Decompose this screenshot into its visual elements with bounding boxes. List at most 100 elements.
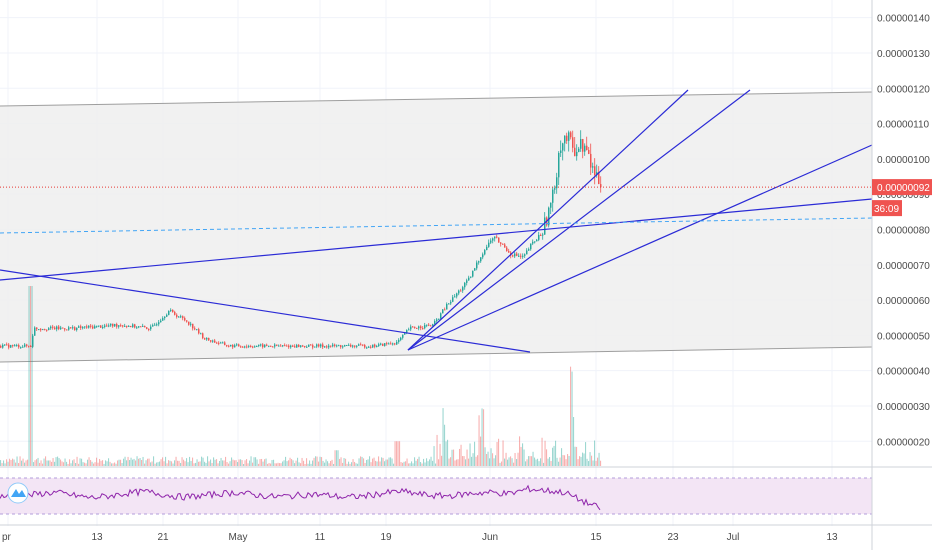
- x-tick-label: 21: [157, 532, 169, 543]
- volume-bar: [450, 457, 452, 466]
- candle-body: [418, 326, 420, 329]
- volume-bar: [265, 458, 267, 466]
- volume-bar: [99, 459, 101, 466]
- candle-body: [176, 314, 178, 317]
- candle-body: [116, 324, 118, 327]
- volume-bar: [321, 457, 323, 466]
- volume-bar: [21, 460, 23, 466]
- volume-bar: [186, 458, 188, 466]
- volume-bar: [9, 458, 11, 466]
- volume-bar: [448, 458, 450, 466]
- y-tick-label: 0.00000070: [877, 261, 930, 272]
- dashed-level-line[interactable]: [0, 217, 872, 234]
- candle-body: [314, 346, 316, 348]
- volume-bar: [151, 461, 153, 466]
- candle-body: [502, 243, 504, 245]
- volume-bar: [202, 457, 204, 466]
- volume-bar: [403, 461, 405, 466]
- candle-body: [12, 345, 14, 347]
- candle-body: [14, 345, 16, 347]
- candle-body: [596, 172, 598, 176]
- volume-bar: [312, 460, 314, 466]
- volume-bar: [484, 447, 486, 466]
- volume-bar: [474, 441, 476, 466]
- volume-bar: [453, 449, 455, 466]
- candle-body: [108, 325, 110, 327]
- candle-body: [68, 327, 70, 330]
- volume-bar: [246, 459, 248, 466]
- candle-body: [182, 316, 184, 319]
- volume-bar: [34, 460, 36, 466]
- volume-bar: [427, 461, 429, 466]
- volume-bar: [492, 453, 494, 466]
- volume-bar: [570, 366, 572, 466]
- candle-body: [128, 325, 130, 327]
- trendline-ascending-1[interactable]: [407, 144, 872, 351]
- trendline-ascending-3[interactable]: [407, 89, 689, 351]
- volume-bar: [364, 462, 366, 466]
- candle-body: [292, 345, 294, 347]
- volume-bar: [147, 458, 149, 466]
- candle-body: [58, 326, 60, 329]
- volume-bar: [253, 457, 255, 466]
- candle-body: [140, 326, 142, 328]
- volume-bar: [252, 462, 254, 466]
- volume-bar: [349, 463, 351, 466]
- volume-bar: [327, 461, 329, 466]
- candle-body: [238, 344, 240, 347]
- volume-bar: [475, 456, 477, 466]
- volume-bar: [370, 462, 372, 466]
- candle-body: [464, 282, 466, 288]
- candle-body: [582, 139, 584, 152]
- candle-body: [576, 151, 578, 157]
- candle-body: [194, 328, 196, 330]
- volume-bar: [238, 459, 240, 466]
- channel-top-line[interactable]: [0, 91, 872, 107]
- volume-bar: [331, 459, 333, 466]
- volume-bar: [30, 286, 32, 466]
- volume-bar: [538, 461, 540, 466]
- candle-body: [316, 344, 318, 347]
- volume-bar: [435, 463, 437, 466]
- channel-bottom-line[interactable]: [0, 346, 872, 363]
- volume-bar: [207, 456, 209, 466]
- candle-body: [96, 325, 98, 327]
- volume-bar: [102, 460, 104, 466]
- candle-body: [508, 251, 510, 253]
- volume-bar: [142, 456, 144, 466]
- volume-bar: [549, 457, 551, 466]
- trendline-descending[interactable]: [0, 269, 531, 353]
- candle-body: [258, 344, 260, 347]
- y-tick-label: 0.00000110: [877, 120, 930, 131]
- volume-bar: [228, 463, 230, 466]
- candle-body: [394, 343, 396, 345]
- volume-bar: [343, 458, 345, 466]
- volume-bar: [76, 456, 78, 466]
- candle-body: [434, 321, 436, 325]
- candle-body: [224, 342, 226, 346]
- candle-body: [60, 327, 62, 329]
- candle-body: [564, 135, 566, 144]
- volume-bar: [85, 463, 87, 466]
- candle-body: [544, 217, 546, 235]
- volume-bar: [181, 457, 183, 466]
- candle-body: [458, 290, 460, 294]
- trendline-ascending-2[interactable]: [407, 89, 751, 351]
- candle-body: [126, 325, 128, 327]
- volume-bar: [273, 459, 275, 466]
- candle-body: [90, 325, 92, 327]
- volume-bar: [51, 461, 53, 466]
- candle-body: [266, 344, 268, 346]
- candle-body: [376, 345, 378, 347]
- volume-bar: [205, 462, 207, 466]
- candle-body: [524, 254, 526, 256]
- volume-bar: [466, 449, 468, 466]
- candle-body: [552, 189, 554, 203]
- volume-bar: [177, 460, 179, 466]
- volume-bar: [456, 459, 458, 466]
- candle-body: [104, 325, 106, 327]
- candle-body: [232, 344, 234, 348]
- trendline-long-ascending[interactable]: [0, 198, 872, 281]
- volume-bar: [222, 460, 224, 466]
